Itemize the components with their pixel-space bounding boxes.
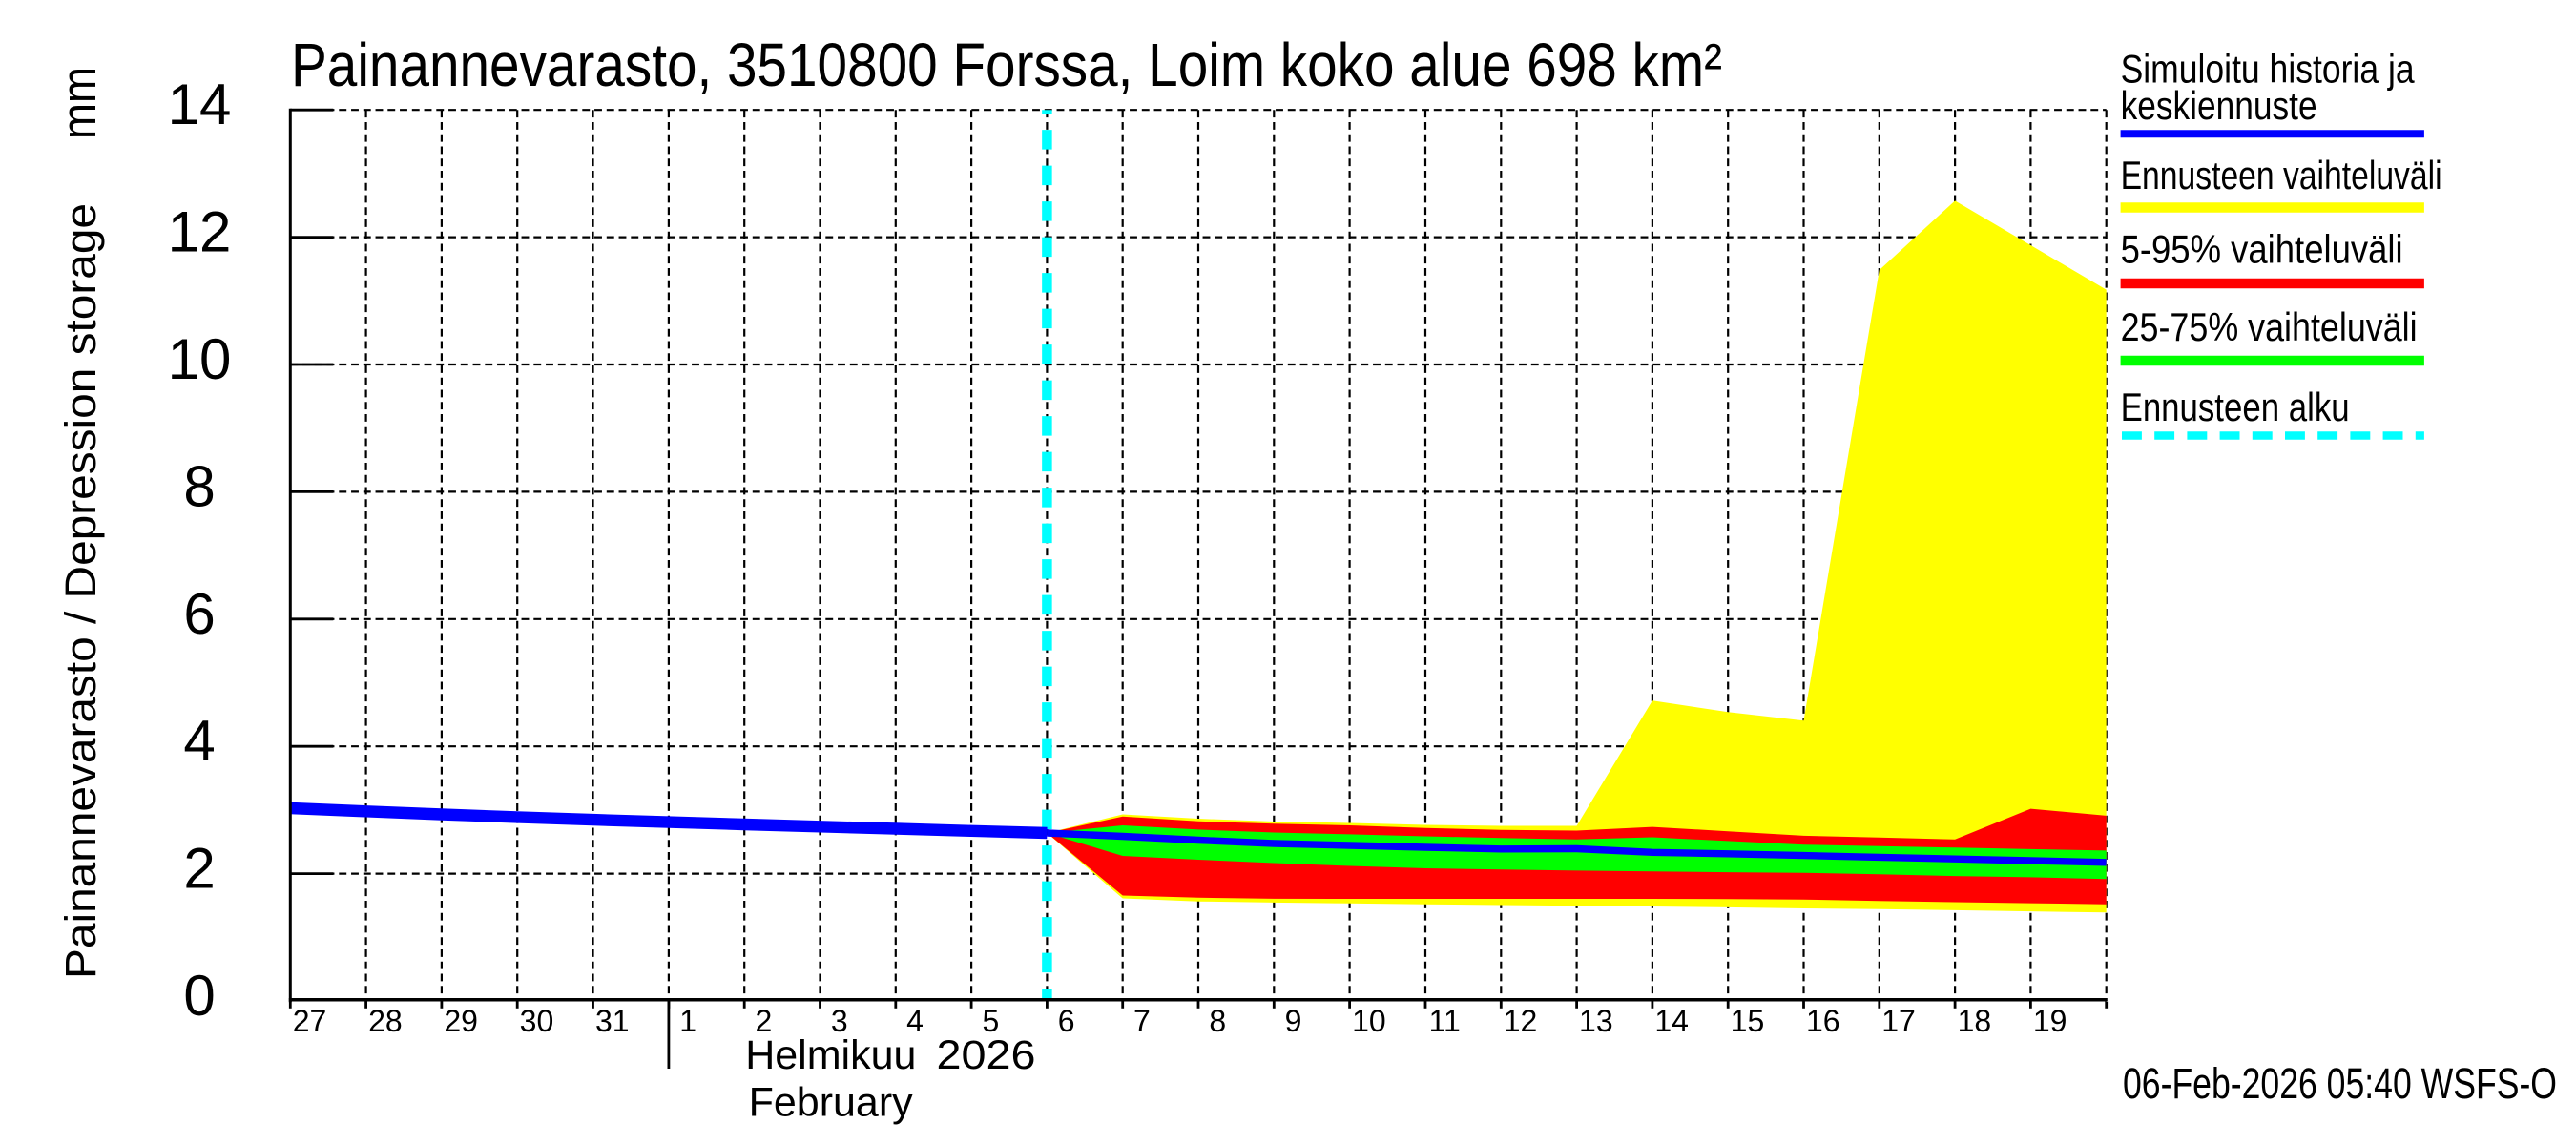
svg-text:3: 3 — [831, 1004, 848, 1038]
svg-text:6: 6 — [183, 582, 215, 646]
svg-text:12: 12 — [1504, 1004, 1538, 1038]
svg-text:4: 4 — [906, 1004, 924, 1038]
svg-text:28: 28 — [368, 1004, 403, 1038]
svg-text:14: 14 — [168, 73, 232, 136]
svg-text:14: 14 — [1654, 1004, 1689, 1038]
svg-text:06-Feb-2026 05:40 WSFS-O: 06-Feb-2026 05:40 WSFS-O — [2123, 1059, 2557, 1108]
svg-text:13: 13 — [1579, 1004, 1613, 1038]
svg-text:30: 30 — [520, 1004, 554, 1038]
svg-text:11: 11 — [1429, 1004, 1461, 1038]
svg-text:8: 8 — [1209, 1004, 1226, 1038]
svg-text:2: 2 — [183, 837, 215, 901]
svg-text:5-95% vaihteluväli: 5-95% vaihteluväli — [2121, 227, 2403, 272]
svg-text:February: February — [749, 1079, 914, 1125]
svg-text:Ennusteen alku: Ennusteen alku — [2121, 385, 2350, 429]
svg-text:31: 31 — [595, 1004, 630, 1038]
svg-text:6: 6 — [1058, 1004, 1075, 1038]
svg-text:15: 15 — [1731, 1004, 1765, 1038]
svg-text:12: 12 — [168, 200, 232, 264]
svg-text:keskiennuste: keskiennuste — [2121, 83, 2317, 128]
svg-text:25-75% vaihteluväli: 25-75% vaihteluväli — [2121, 304, 2418, 349]
svg-text:7: 7 — [1133, 1004, 1151, 1038]
svg-text:10: 10 — [168, 327, 232, 391]
svg-text:10: 10 — [1352, 1004, 1386, 1038]
svg-text:27: 27 — [293, 1004, 327, 1038]
svg-text:Helmikuu: Helmikuu — [745, 1032, 916, 1078]
svg-text:1: 1 — [679, 1004, 696, 1038]
svg-text:19: 19 — [2033, 1004, 2067, 1038]
svg-text:2026: 2026 — [937, 1032, 1036, 1078]
svg-text:9: 9 — [1285, 1004, 1302, 1038]
svg-text:29: 29 — [444, 1004, 478, 1038]
svg-text:Simuloitu historia ja: Simuloitu historia ja — [2121, 47, 2416, 92]
svg-text:0: 0 — [183, 964, 215, 1028]
svg-text:Painannevarasto, 3510800 Forss: Painannevarasto, 3510800 Forssa, Loim ko… — [291, 31, 1722, 99]
svg-text:18: 18 — [1958, 1004, 1992, 1038]
svg-text:mm: mm — [52, 67, 106, 139]
svg-text:8: 8 — [183, 454, 215, 518]
svg-text:16: 16 — [1806, 1004, 1840, 1038]
svg-text:5: 5 — [982, 1004, 999, 1038]
svg-text:17: 17 — [1881, 1004, 1916, 1038]
svg-text:2: 2 — [756, 1004, 773, 1038]
svg-text:Ennusteen vaihteluväli: Ennusteen vaihteluväli — [2121, 153, 2442, 198]
svg-text:4: 4 — [183, 709, 215, 773]
svg-text:Painannevarasto / Depression s: Painannevarasto / Depression storage — [56, 203, 105, 979]
